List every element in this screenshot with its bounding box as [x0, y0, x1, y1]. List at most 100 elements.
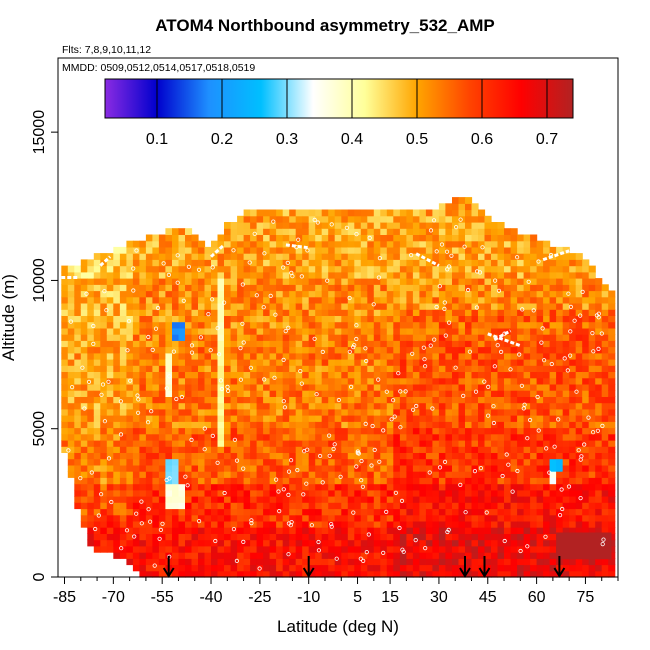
heatmap-cell	[549, 545, 557, 553]
heatmap-cell	[608, 359, 616, 366]
heatmap-cell	[478, 371, 486, 379]
heatmap-cell	[224, 359, 232, 366]
heatmap-cell	[276, 520, 284, 528]
heatmap-cell	[530, 402, 538, 410]
heatmap-cell	[282, 246, 290, 254]
heatmap-cell	[347, 427, 355, 435]
heatmap-cell	[198, 552, 206, 559]
heatmap-cell	[243, 265, 251, 273]
heatmap-cell	[230, 352, 238, 360]
heatmap-cell	[217, 539, 225, 547]
flight-track-point	[439, 242, 445, 247]
heatmap-cell	[256, 215, 264, 223]
heatmap-cell	[438, 514, 446, 522]
heatmap-cell	[282, 477, 290, 485]
heatmap-cell	[139, 539, 147, 547]
heatmap-cell	[458, 365, 466, 372]
heatmap-cell	[237, 390, 245, 397]
heatmap-cell	[562, 558, 570, 566]
heatmap-cell	[119, 502, 127, 510]
heatmap-cell	[497, 246, 505, 254]
heatmap-cell	[185, 303, 193, 310]
heatmap-cell	[243, 371, 251, 379]
heatmap-cell	[504, 427, 512, 435]
heatmap-cell	[471, 570, 479, 578]
heatmap-cell	[412, 346, 420, 354]
heatmap-cell	[185, 371, 193, 379]
heatmap-cell	[126, 284, 134, 292]
heatmap-cell	[185, 309, 193, 316]
heatmap-cell	[510, 477, 518, 485]
heatmap-cell	[100, 458, 108, 466]
heatmap-cell	[360, 309, 368, 316]
heatmap-cell	[458, 315, 466, 323]
heatmap-cell	[510, 520, 518, 528]
heatmap-cell	[256, 570, 264, 578]
heatmap-cell	[484, 296, 492, 304]
heatmap-cell	[263, 284, 271, 292]
heatmap-cell	[471, 539, 479, 547]
heatmap-cell	[230, 446, 238, 453]
heatmap-cell	[289, 489, 297, 497]
heatmap-cell	[328, 290, 336, 298]
heatmap-cell	[569, 433, 577, 441]
heatmap-cell	[588, 296, 596, 304]
heatmap-cell	[308, 421, 316, 429]
heatmap-cell	[113, 327, 121, 335]
heatmap-cell	[80, 433, 88, 441]
heatmap-cell	[367, 259, 375, 267]
heatmap-cell	[432, 278, 440, 285]
heatmap-cell	[211, 359, 219, 366]
heatmap-cell	[302, 533, 310, 541]
heatmap-cell	[172, 464, 180, 472]
heatmap-cell	[419, 545, 427, 553]
heatmap-cell	[458, 570, 466, 578]
heatmap-cell	[497, 315, 505, 323]
heatmap-cell	[276, 228, 284, 235]
heatmap-cell	[145, 296, 153, 304]
heatmap-cell	[562, 496, 570, 503]
heatmap-cell	[419, 259, 427, 267]
heatmap-cell	[178, 458, 186, 466]
heatmap-cell	[334, 471, 342, 478]
heatmap-cell	[536, 303, 544, 310]
heatmap-cell	[471, 502, 479, 510]
heatmap-cell	[165, 489, 173, 497]
heatmap-cell	[549, 440, 557, 447]
heatmap-cell	[217, 371, 225, 379]
heatmap-cell	[230, 415, 238, 422]
heatmap-cell	[530, 464, 538, 472]
heatmap-cell	[478, 377, 486, 385]
heatmap-cell	[250, 452, 258, 460]
heatmap-cell	[556, 383, 564, 391]
heatmap-cell	[269, 415, 277, 422]
heatmap-cell	[172, 265, 180, 273]
heatmap-cell	[295, 352, 303, 360]
heatmap-cell	[425, 558, 433, 566]
heatmap-cell	[601, 489, 609, 497]
heatmap-cell	[465, 396, 473, 404]
heatmap-cell	[497, 359, 505, 366]
heatmap-cell	[536, 527, 544, 534]
flight-track-point	[80, 365, 85, 370]
heatmap-cell	[217, 340, 225, 348]
heatmap-cell	[152, 259, 160, 267]
heatmap-cell	[87, 421, 95, 429]
heatmap-cell	[132, 446, 140, 453]
heatmap-cell	[289, 234, 297, 242]
heatmap-cell	[269, 545, 277, 553]
flight-track-point	[572, 318, 577, 323]
heatmap-cell	[471, 446, 479, 453]
flight-track-point	[218, 378, 223, 383]
heatmap-cell	[465, 290, 473, 298]
flight-track-point	[566, 484, 572, 489]
heatmap-cell	[517, 309, 525, 316]
flight-track-point	[325, 278, 330, 283]
heatmap-cell	[132, 365, 140, 372]
heatmap-cell	[328, 421, 336, 429]
heatmap-cell	[386, 340, 394, 348]
heatmap-cell	[386, 215, 394, 223]
heatmap-cell	[302, 427, 310, 435]
flight-track-point	[102, 289, 107, 294]
heatmap-cell	[269, 464, 277, 472]
